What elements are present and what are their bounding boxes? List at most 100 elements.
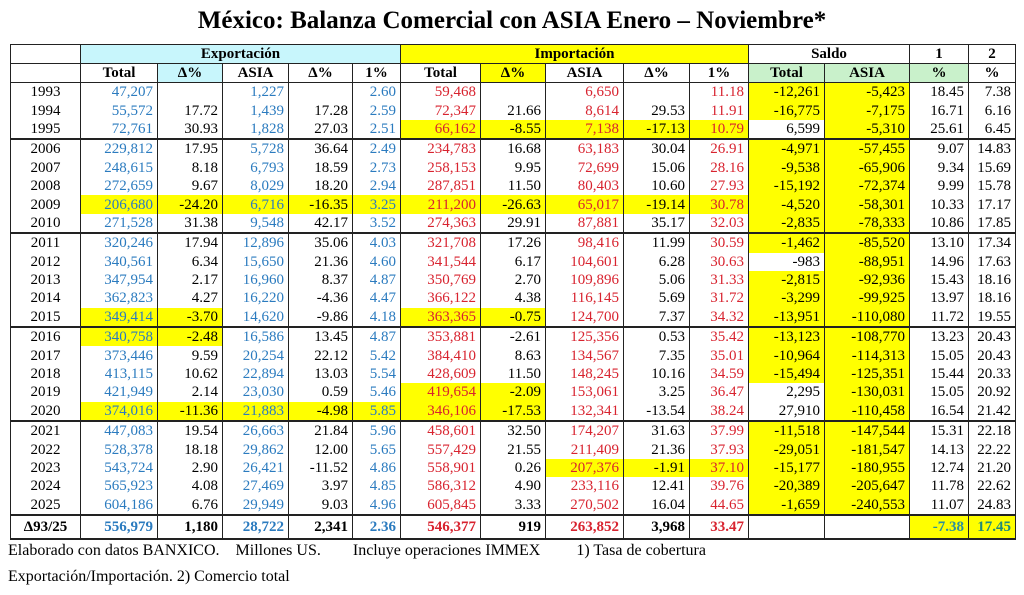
table-row: 2008 272,659 9.67 8,029 18.20 2.94 287,851 11.5… (10, 176, 1016, 196)
value-cell: 35.06 (288, 232, 353, 253)
value-cell: 11.50 (480, 364, 546, 384)
value-cell: -0.75 (480, 307, 546, 328)
value-cell: 18.59 (288, 158, 353, 177)
value-cell: 15,650 (222, 252, 289, 271)
value-cell: 9.67 (157, 176, 223, 196)
value-cell: -10,964 (748, 346, 825, 365)
value-cell: 4.87 (352, 270, 401, 290)
value-cell: 9.95 (480, 158, 546, 177)
value-cell: -9,538 (748, 158, 825, 177)
value-cell: -13,951 (748, 307, 825, 328)
value-cell: 1,439 (222, 101, 289, 120)
value-cell: 13.10 (909, 232, 969, 253)
value-cell: -20,389 (748, 477, 825, 496)
value-cell: 132,341 (545, 401, 624, 422)
value-cell: 36.47 (689, 383, 749, 402)
value-cell: 28,722 (222, 513, 289, 540)
value-cell: -3.70 (157, 307, 223, 328)
value-cell: 604,186 (80, 495, 158, 515)
value-cell: 36.64 (288, 138, 353, 159)
value-cell: -85,520 (824, 232, 910, 253)
subheader-12: % (909, 63, 969, 83)
value-cell: 8.18 (157, 158, 223, 177)
value-cell: 20.43 (968, 326, 1016, 347)
subheader-11: ASIA (824, 63, 910, 83)
value-cell: 9.07 (909, 138, 969, 159)
subheader-3: Δ% (288, 63, 353, 83)
value-cell: 15.05 (909, 346, 969, 365)
value-cell: 21.66 (480, 101, 546, 120)
value-cell: 47,207 (80, 82, 158, 102)
year-cell: 2016 (10, 326, 81, 347)
value-cell: 12.00 (288, 440, 353, 459)
corner-cell (10, 63, 81, 83)
value-cell: -2.09 (480, 383, 546, 402)
value-cell: -29,051 (748, 440, 825, 459)
value-cell: -78,333 (824, 213, 910, 234)
value-cell: 66,162 (400, 119, 481, 140)
value-cell: -2,835 (748, 213, 825, 234)
subheader-13: % (968, 63, 1016, 83)
value-cell: 42.17 (288, 213, 353, 234)
value-cell: 586,312 (400, 477, 481, 496)
value-cell: 2.14 (157, 383, 223, 402)
value-cell: 6.16 (968, 101, 1016, 120)
value-cell: 10.60 (623, 176, 690, 196)
value-cell: 35.01 (689, 346, 749, 365)
value-cell: -99,925 (824, 289, 910, 308)
value-cell: 11.18 (689, 82, 749, 102)
value-cell: -13.54 (623, 401, 690, 422)
value-cell: -92,936 (824, 270, 910, 290)
value-cell: 9,548 (222, 213, 289, 234)
value-cell: 3.25 (623, 383, 690, 402)
footer-note-2: Exportación/Importación. 2) Comercio tot… (8, 568, 290, 585)
subheader-6: Δ% (480, 63, 546, 83)
value-cell: 9.34 (909, 158, 969, 177)
value-cell: 6,716 (222, 195, 289, 214)
col1-header: 1 (909, 44, 969, 64)
value-cell: 556,979 (80, 513, 158, 540)
year-cell: 2020 (10, 401, 81, 422)
value-cell: 10.33 (909, 195, 969, 214)
value-cell: 14.83 (968, 138, 1016, 159)
year-cell: 2006 (10, 138, 81, 159)
value-cell: 287,851 (400, 176, 481, 196)
value-cell: 17.95 (157, 138, 223, 159)
value-cell: 7.37 (623, 307, 690, 328)
value-cell: 32.50 (480, 420, 546, 441)
value-cell: 21.36 (623, 440, 690, 459)
value-cell: 543,724 (80, 458, 158, 478)
subheader-4: 1% (352, 63, 401, 83)
value-cell: 419,654 (400, 383, 481, 402)
table-row: 1994 55,572 17.72 1,439 17.28 2.59 72,347 21.66… (10, 101, 1016, 120)
value-cell: 347,954 (80, 270, 158, 290)
value-cell: 4.38 (480, 289, 546, 308)
value-cell (623, 82, 690, 102)
value-cell: 17.28 (288, 101, 353, 120)
table-row: 2007 248,615 8.18 6,793 18.59 2.73 258,153 9.95… (10, 158, 1016, 177)
value-cell: 4.27 (157, 289, 223, 308)
value-cell: 29,949 (222, 495, 289, 515)
value-cell: 20.43 (968, 346, 1016, 365)
value-cell: 15.06 (623, 158, 690, 177)
value-cell: 2.70 (480, 270, 546, 290)
year-cell: 2017 (10, 346, 81, 365)
value-cell: -19.14 (623, 195, 690, 214)
value-cell: 125,356 (545, 326, 624, 347)
value-cell: 10.16 (623, 364, 690, 384)
value-cell: 5,728 (222, 138, 289, 159)
value-cell: 27,910 (748, 401, 825, 422)
value-cell: 21.55 (480, 440, 546, 459)
value-cell: 349,414 (80, 307, 158, 328)
value-cell: 15.78 (968, 176, 1016, 196)
value-cell: 211,409 (545, 440, 624, 459)
table-row: 2015 349,414 -3.70 14,620 -9.86 4.18 363,365 -0… (10, 307, 1016, 328)
value-cell: 2.73 (352, 158, 401, 177)
value-cell: 919 (480, 513, 546, 540)
value-cell: 16,220 (222, 289, 289, 308)
value-cell: 6.28 (623, 252, 690, 271)
value-cell: 2.94 (352, 176, 401, 196)
value-cell: 29.91 (480, 213, 546, 234)
import-header: Importación (400, 44, 749, 64)
value-cell: 0.53 (623, 326, 690, 347)
